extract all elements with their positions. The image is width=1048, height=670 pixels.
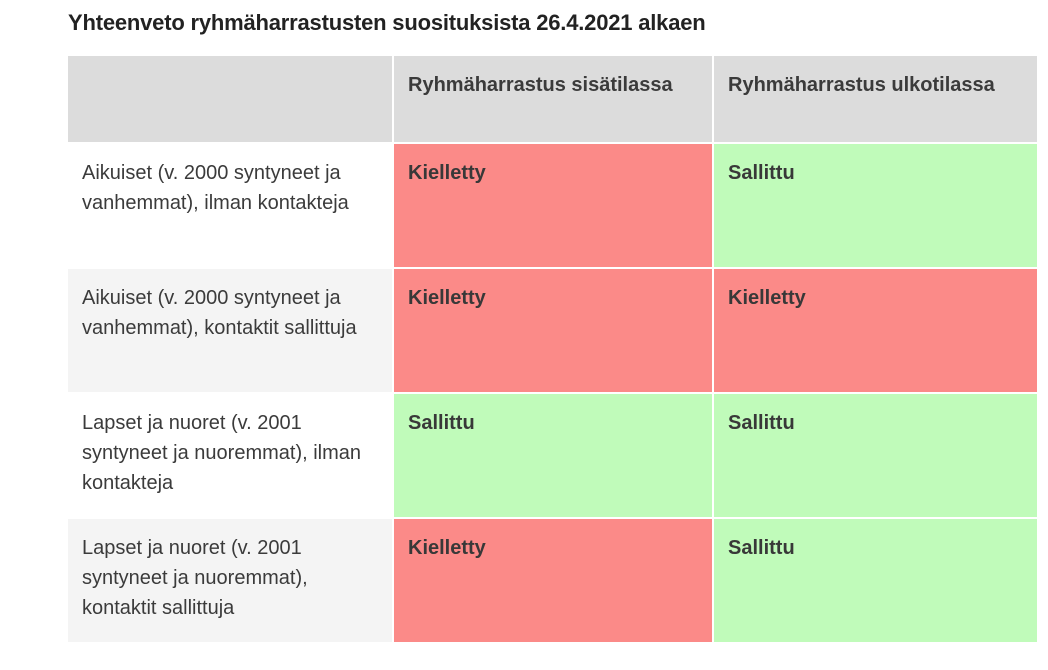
row-label: Aikuiset (v. 2000 syntyneet ja vanhemmat… xyxy=(68,144,392,267)
corner-cell xyxy=(68,56,392,142)
status-cell: Kielletty xyxy=(394,269,712,392)
status-cell: Sallittu xyxy=(714,394,1037,517)
status-cell: Kielletty xyxy=(394,519,712,642)
table-header-row: Ryhmäharrastus sisätilassa Ryhmäharrastu… xyxy=(68,56,1037,142)
table-row: Aikuiset (v. 2000 syntyneet ja vanhemmat… xyxy=(68,144,1037,267)
page-title: Yhteenveto ryhmäharrastusten suosituksis… xyxy=(68,10,706,35)
status-cell: Sallittu xyxy=(394,394,712,517)
row-label: Lapset ja nuoret (v. 2001 syntyneet ja n… xyxy=(68,394,392,517)
table-row: Lapset ja nuoret (v. 2001 syntyneet ja n… xyxy=(68,519,1037,642)
row-label: Aikuiset (v. 2000 syntyneet ja vanhemmat… xyxy=(68,269,392,392)
row-label: Lapset ja nuoret (v. 2001 syntyneet ja n… xyxy=(68,519,392,642)
status-cell: Kielletty xyxy=(714,269,1037,392)
status-cell: Kielletty xyxy=(394,144,712,267)
column-header-outdoor: Ryhmäharrastus ulkotilassa xyxy=(714,56,1037,142)
table-row: Aikuiset (v. 2000 syntyneet ja vanhemmat… xyxy=(68,269,1037,392)
table-row: Lapset ja nuoret (v. 2001 syntyneet ja n… xyxy=(68,394,1037,517)
status-cell: Sallittu xyxy=(714,519,1037,642)
status-cell: Sallittu xyxy=(714,144,1037,267)
recommendations-table: Ryhmäharrastus sisätilassa Ryhmäharrastu… xyxy=(68,56,1037,642)
column-header-indoor: Ryhmäharrastus sisätilassa xyxy=(394,56,712,142)
